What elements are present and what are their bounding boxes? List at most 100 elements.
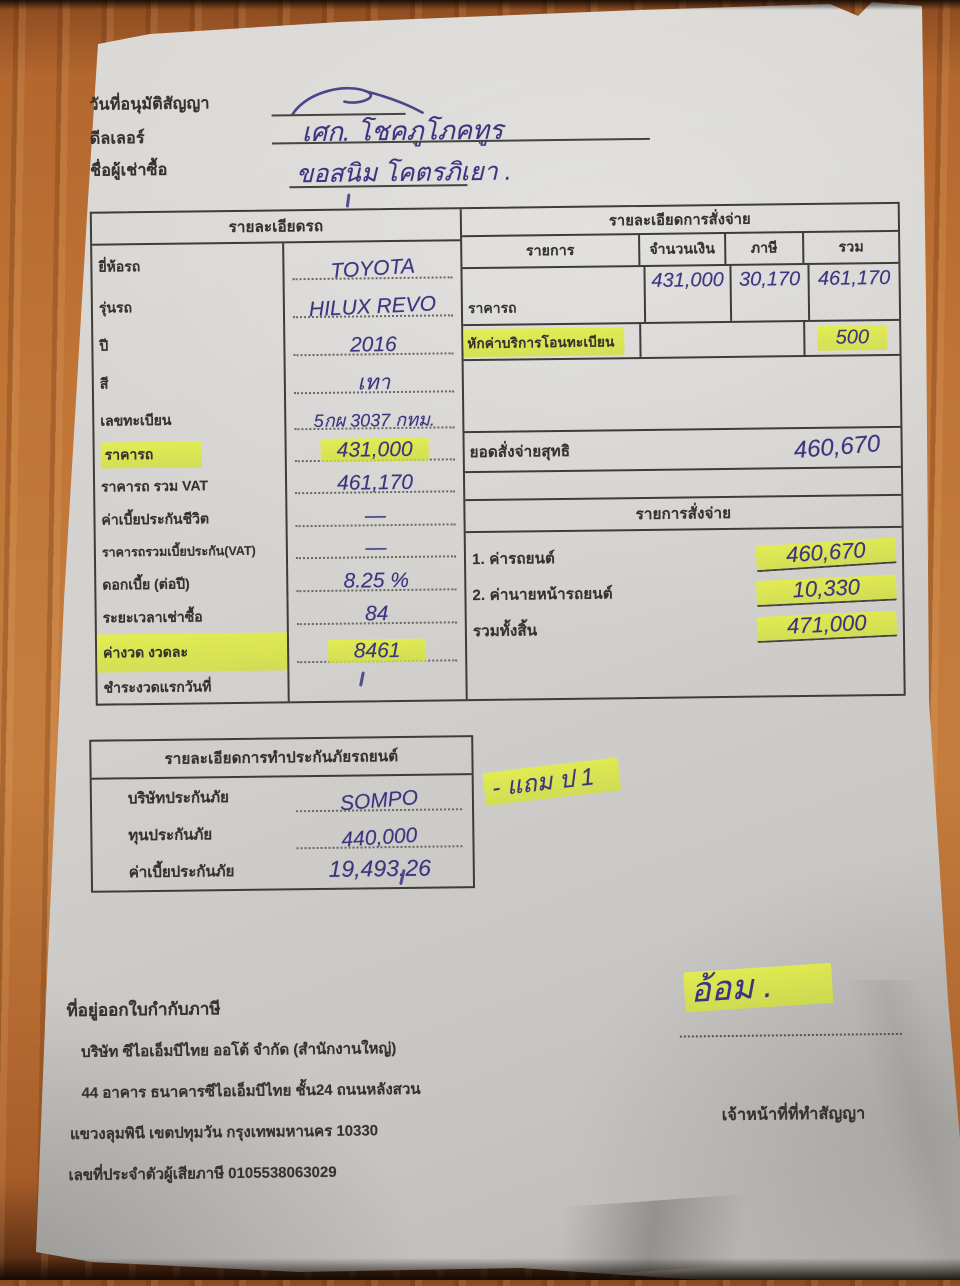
main-table: รายละเอียดรถ ยี่ห้อรถ TOYOTA รุ่นรถ HILU…: [89, 201, 906, 706]
deduct-row-label: หักค่าบริการโอนทะเบียน: [463, 324, 639, 359]
car-year-handwriting: 2016: [349, 332, 397, 357]
order-title: รายการสั่งจ่าย: [465, 495, 902, 534]
price-tax-handwriting: 30,170: [738, 268, 801, 291]
net-label: ยอดสั่งจ่ายสุทธิ: [469, 442, 571, 462]
car-brand-handwriting: TOYOTA: [329, 254, 416, 283]
car-row-label: ระยะเวลาเช่าซื้อ: [102, 607, 203, 626]
car-row-value: 461,170: [284, 467, 464, 502]
price-row: ราคารถ 431,000 30,170 461,170: [462, 263, 900, 327]
car-details-section: รายละเอียดรถ ยี่ห้อรถ TOYOTA รุ่นรถ HILU…: [91, 209, 468, 704]
car-row-label: ราคารถ: [95, 437, 285, 471]
car-row-value: [287, 668, 466, 702]
car-row-value: 5กผ 3037 กทม.: [284, 399, 463, 438]
free-insurance-note-handwriting: - แถม ป 1: [482, 753, 622, 808]
net-value-handwriting: 460,670: [792, 430, 882, 465]
car-price-label-highlight: ราคารถ: [100, 441, 202, 469]
car-row-value: 84: [286, 597, 465, 633]
address-line: 44 อาคาร ธนาคารซีไอเอ็มบีไทย ชั้น24 ถนนห…: [81, 1080, 421, 1102]
interest-handwriting: 8.25 %: [343, 568, 410, 593]
car-row-label: สี: [99, 375, 109, 392]
order-row-broker: 2. ค่านายหน้ารถยนต์ 10,330: [472, 572, 897, 613]
car-row-value: 8.25 %: [286, 564, 465, 600]
car-row-value: 8461: [286, 630, 466, 671]
life-premium-handwriting: —: [364, 504, 387, 528]
tax-invoice-address: ที่อยู่ออกใบกำกับภาษี บริษัท ซีไอเอ็มบีไ…: [66, 993, 422, 1204]
officer-signature-handwriting: อ้อม .: [683, 954, 834, 1017]
order-rows: 1. ค่ารถยนต์ 460,670 2. ค่านายหน้ารถยนต์…: [466, 528, 904, 699]
column-tax: ภาษี: [724, 233, 803, 264]
note-highlight: - แถม ป 1: [482, 757, 622, 806]
dealer-handwriting: เศก. โชคภูโภคทูร: [301, 114, 504, 148]
car-price-handwriting: 431,000: [320, 437, 429, 462]
column-amount: จำนวนเงิน: [638, 233, 725, 266]
order-total-label: รวมทั้งสิ้น: [472, 622, 538, 641]
order-total-value-handwriting: 471,000: [756, 610, 898, 644]
dealer-label: ดีลเลอร์: [89, 130, 145, 148]
car-row-value: 2016: [283, 323, 462, 364]
price-amount-handwriting: 431,000: [651, 268, 724, 292]
photo-top-shadow: [0, 0, 960, 10]
officer-label: เจ้าหน้าที่ที่ทำสัญญา: [721, 1105, 866, 1125]
paper-crease-shadow: [820, 980, 960, 1280]
sum-insured-handwriting: 440,000: [340, 823, 419, 852]
car-row-value: —: [285, 532, 465, 567]
price-total-handwriting: 461,170: [817, 266, 891, 290]
price-row-label: ราคารถ: [467, 299, 517, 317]
insurer-label: บริษัทประกันภัย: [127, 788, 230, 807]
car-details-grid: ยี่ห้อรถ TOYOTA รุ่นรถ HILUX REVO ปี 201…: [92, 241, 466, 703]
car-row-label: รุ่นรถ: [98, 299, 133, 316]
payment-details-section: รายละเอียดการสั่งจ่าย รายการ จำนวนเงิน ภ…: [461, 203, 904, 699]
order-car-value-handwriting: 460,670: [755, 537, 897, 573]
order-broker-label: 2. ค่านายหน้ารถยนต์: [472, 585, 613, 605]
car-row-label: เลขทะเบียน: [100, 411, 172, 429]
deduct-label-highlight: หักค่าบริการโอนทะเบียน: [463, 326, 625, 357]
payment-empty-row: [463, 355, 901, 434]
car-row-label: ดอกเบี้ย (ต่อปี): [102, 575, 190, 593]
payment-columns-header: รายการ จำนวนเงิน ภาษี รวม: [462, 231, 899, 270]
deduct-row: หักค่าบริการโอนทะเบียน 500: [463, 320, 900, 362]
car-row-value: เทา: [283, 361, 463, 402]
address-line: บริษัท ซีไอเอ็มบีไทย ออโต้ จำกัด (สำนักง…: [80, 1040, 397, 1061]
installment-handwriting: 8461: [327, 638, 427, 663]
address-line: แขวงลุมพินี เขตปทุมวัน กรุงเทพมหานคร 103…: [69, 1122, 379, 1144]
buyer-label: ชื่อผู้เช่าซื้อ: [90, 161, 168, 180]
term-handwriting: 84: [364, 602, 389, 626]
car-row-label: ราคารถรวมเบี้ยประกัน(VAT): [101, 543, 256, 560]
deduct-total-handwriting: 500: [817, 325, 888, 351]
car-row-label: ชำระงวดแรกวันที่: [103, 677, 212, 696]
car-row-label: ราคารถ รวม VAT: [101, 477, 209, 495]
address-line: เลขที่ประจำตัวผู้เสียภาษี 0105538063029: [68, 1163, 337, 1185]
sum-insured-label: ทุนประกันภัย: [128, 825, 213, 844]
deduct-empty-cell: [639, 322, 804, 358]
price-with-premium-handwriting: —: [365, 536, 387, 560]
order-row-car: 1. ค่ารถยนต์ 460,670: [471, 536, 897, 577]
column-item: รายการ: [525, 241, 575, 259]
signature-highlight: อ้อม .: [683, 962, 834, 1013]
signature-dotted-line: [679, 1032, 902, 1038]
address-title: ที่อยู่ออกใบกำกับภาษี: [66, 999, 221, 1021]
insurance-row: ค่าเบี้ยประกันภัย 19,493.26: [93, 849, 473, 891]
premium-label: ค่าเบี้ยประกันภัย: [128, 862, 235, 881]
signature-flourish: [291, 86, 424, 116]
ink-stroke: [345, 193, 351, 208]
car-price-vat-handwriting: 461,170: [336, 470, 414, 495]
net-row: ยอดสั่งจ่ายสุทธิ 460,670: [464, 427, 901, 474]
photo-bottom-shadow: [0, 1258, 960, 1280]
car-details-title: รายละเอียดรถ: [91, 209, 461, 246]
order-car-label: 1. ค่ารถยนต์: [471, 550, 556, 569]
car-row-label: ยี่ห้อรถ: [98, 258, 141, 275]
insurance-row: ทุนประกันภัย 440,000: [92, 812, 472, 854]
car-color-handwriting: เทา: [357, 371, 391, 395]
column-total: รวม: [802, 231, 899, 264]
car-row-value: TOYOTA: [282, 241, 461, 288]
car-row-value: 431,000: [284, 435, 463, 470]
car-plate-handwriting: 5กผ 3037 กทม.: [313, 409, 435, 432]
car-row-label: ค่าเบี้ยประกันชีวิต: [101, 509, 210, 528]
car-row-label: ปี: [99, 337, 109, 354]
car-row-value: —: [285, 499, 464, 535]
car-row-value: HILUX REVO: [282, 285, 462, 326]
order-row-total: รวมทั้งสิ้น 471,000: [472, 608, 898, 649]
car-row-label: ค่างวด งวดละ: [96, 632, 288, 673]
premium-handwriting: 19,493.26: [328, 854, 432, 882]
